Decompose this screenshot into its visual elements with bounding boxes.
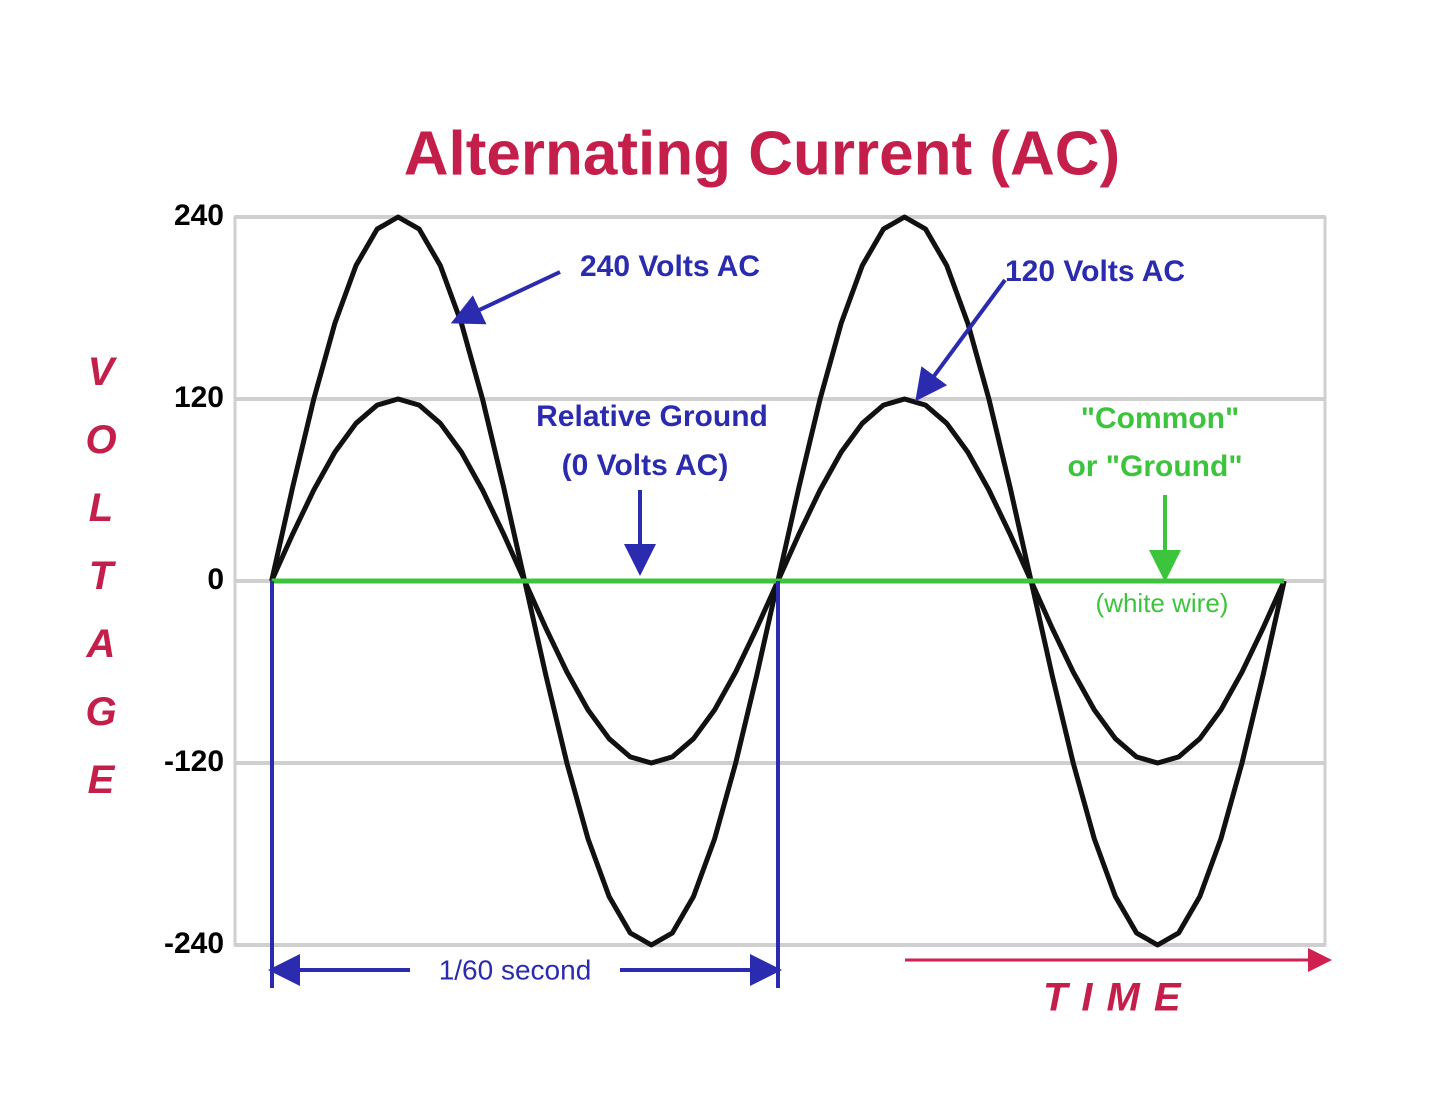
annotation: or "Ground" xyxy=(1067,450,1242,483)
arrow xyxy=(915,278,1007,402)
x-axis-label: TIME xyxy=(1043,976,1195,1020)
y-tick-label: 120 xyxy=(174,381,224,414)
annotation: (white wire) xyxy=(1096,588,1229,618)
chart-title: Alternating Current (AC) xyxy=(404,119,1120,188)
annotation: 240 Volts AC xyxy=(580,250,760,283)
annotation: Relative Ground xyxy=(536,400,768,433)
arrow xyxy=(450,270,561,325)
annotation: "Common" xyxy=(1081,402,1239,435)
y-axis-label: VOLTAGE xyxy=(79,350,123,826)
y-tick-label: 240 xyxy=(174,199,224,232)
annotation: 1/60 second xyxy=(439,954,592,985)
y-tick-label: -240 xyxy=(164,927,224,960)
y-tick-label: 0 xyxy=(207,563,224,596)
annotation: 120 Volts AC xyxy=(1005,255,1185,288)
annotation: (0 Volts AC) xyxy=(562,449,729,482)
y-tick-label: -120 xyxy=(164,745,224,778)
